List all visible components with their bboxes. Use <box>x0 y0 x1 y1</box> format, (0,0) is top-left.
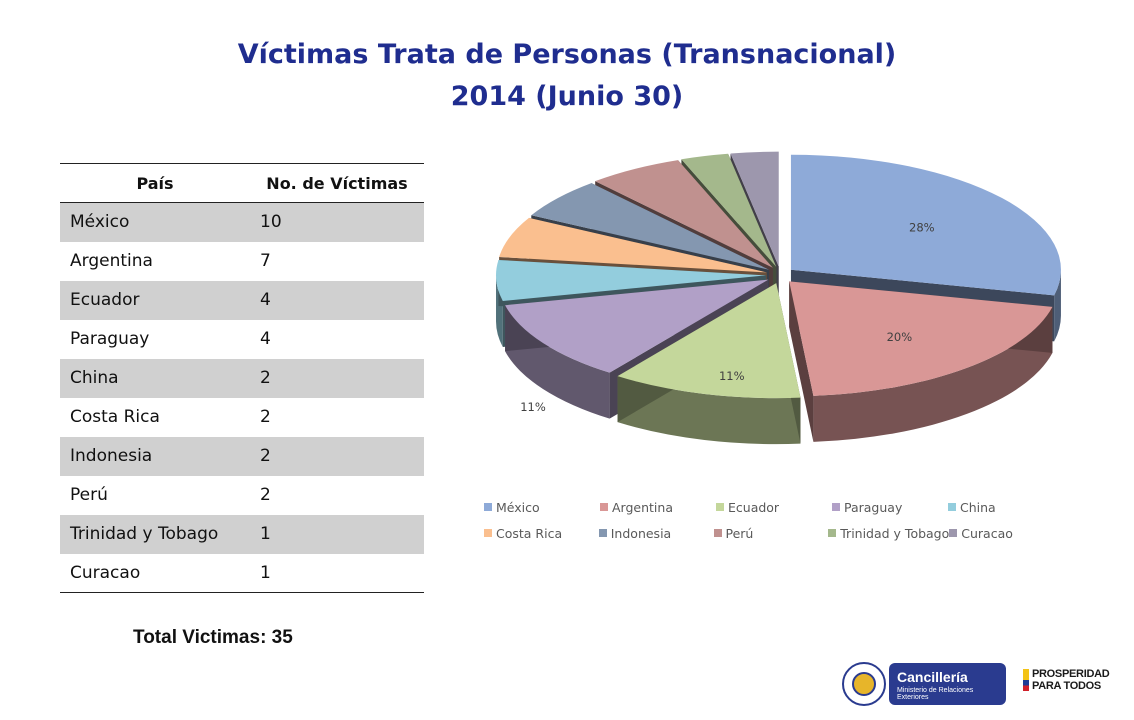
cancilleria-logo-subtext: Ministerio de Relaciones Exteriores <box>897 687 974 701</box>
title-line-1: Víctimas Trata de Personas (Transnaciona… <box>237 39 897 70</box>
colombia-flag-icon <box>1023 669 1029 691</box>
table-row: Perú 2 <box>60 476 424 515</box>
data-label-méxico: 28% <box>909 220 935 234</box>
header-victims: No. de Víctimas <box>250 163 424 203</box>
cell-count: 1 <box>250 514 424 554</box>
legend-label: México <box>496 499 540 515</box>
legend-swatch <box>828 529 837 537</box>
legend-item: Trinidad y Tobago <box>828 526 949 541</box>
cancilleria-logo: Cancillería Ministerio de Relaciones Ext… <box>889 663 1006 705</box>
table-row: Curacao 1 <box>60 553 424 593</box>
legend-swatch <box>713 529 722 537</box>
table-row: Costa Rica 2 <box>60 398 424 437</box>
cell-count: 2 <box>250 436 424 476</box>
legend-item: China <box>948 500 1064 515</box>
legend-label: Paraguay <box>844 499 903 515</box>
cell-country: Curacao <box>60 553 250 593</box>
legend-item: Indonesia <box>598 525 714 541</box>
table-row: China 2 <box>60 358 424 398</box>
legend-item: Perú <box>713 525 829 541</box>
slide-title: Víctimas Trata de Personas (Transnaciona… <box>0 34 1134 118</box>
cell-country: Argentina <box>70 251 153 271</box>
legend-item: Paraguay <box>832 500 948 515</box>
legend-item: Curacao <box>949 526 1064 541</box>
legend-item: México <box>484 500 600 515</box>
table-header-row: País No. de Víctimas <box>60 163 424 203</box>
legend-item: Ecuador <box>716 500 832 515</box>
table-row: México 10 <box>60 202 424 242</box>
total-victims-label: Total Victimas: 35 <box>133 627 293 648</box>
data-label-argentina: 20% <box>887 330 913 344</box>
legend-swatch <box>484 503 492 511</box>
cell-country: Paraguay <box>70 329 150 349</box>
cell-country: China <box>60 358 250 398</box>
legend-item: Argentina <box>600 500 716 515</box>
cell-count: 7 <box>260 251 271 271</box>
pie-slice-ecuador <box>617 283 801 445</box>
prosperidad-line-2: PARA TODOS <box>1032 680 1101 692</box>
cell-country: Ecuador <box>60 280 250 320</box>
legend-row: Costa Rica Indonesia Perú Trinidad y Tobago… <box>484 520 1064 546</box>
cell-country: Perú <box>70 485 108 505</box>
legend-label: China <box>960 499 996 515</box>
legend-item: Costa Rica <box>484 526 599 541</box>
table-row: Ecuador 4 <box>60 280 424 320</box>
legend-label: Argentina <box>612 499 673 515</box>
cell-count: 4 <box>260 329 271 349</box>
colombia-seal-logo <box>842 662 886 706</box>
table-row: Trinidad y Tobago 1 <box>60 514 424 554</box>
table-row: Indonesia 2 <box>60 436 424 476</box>
legend-swatch <box>949 529 958 537</box>
data-label-paraguay: 11% <box>520 400 546 414</box>
cell-count: 2 <box>260 407 271 427</box>
cell-count: 2 <box>250 358 424 398</box>
table-row: Argentina 7 <box>60 242 424 281</box>
legend-swatch <box>598 529 607 537</box>
legend-swatch <box>716 503 724 511</box>
victims-table: País No. de Víctimas México 10 Argentina 7… <box>60 163 424 593</box>
legend-label: Costa Rica <box>496 525 563 541</box>
cell-country: México <box>60 202 250 242</box>
cell-country: Indonesia <box>60 436 250 476</box>
cancilleria-logo-text: Cancillería <box>897 669 968 685</box>
legend-swatch <box>948 503 956 511</box>
pie-chart: 28% 20% 11% 11% <box>496 151 1061 445</box>
prosperidad-logo: PROSPERIDAD PARA TODOS <box>1023 668 1110 692</box>
legend-swatch <box>832 503 840 511</box>
legend-swatch <box>484 529 492 537</box>
legend-label: Perú <box>725 525 754 541</box>
cell-count: 2 <box>260 485 271 505</box>
legend-label: Trinidad y Tobago <box>840 525 950 541</box>
chart-legend: México Argentina Ecuador Paraguay China Costa… <box>484 494 1064 546</box>
legend-row: México Argentina Ecuador Paraguay China <box>484 494 1064 520</box>
table-row: Paraguay 4 <box>60 320 424 359</box>
legend-label: Curacao <box>961 525 1013 541</box>
cell-country: Costa Rica <box>70 407 160 427</box>
legend-swatch <box>600 503 608 511</box>
cell-country: Trinidad y Tobago <box>60 514 250 554</box>
title-line-2: 2014 (Junio 30) <box>450 81 684 112</box>
legend-label: Indonesia <box>610 525 672 541</box>
cell-count: 10 <box>250 202 424 242</box>
data-label-ecuador: 11% <box>719 369 745 383</box>
pie-slice-argentina <box>789 281 1053 442</box>
cell-count: 1 <box>250 553 424 593</box>
cell-count: 4 <box>250 280 424 320</box>
header-country: País <box>60 163 250 203</box>
prosperidad-line-1: PROSPERIDAD <box>1032 668 1110 680</box>
legend-label: Ecuador <box>728 499 780 515</box>
